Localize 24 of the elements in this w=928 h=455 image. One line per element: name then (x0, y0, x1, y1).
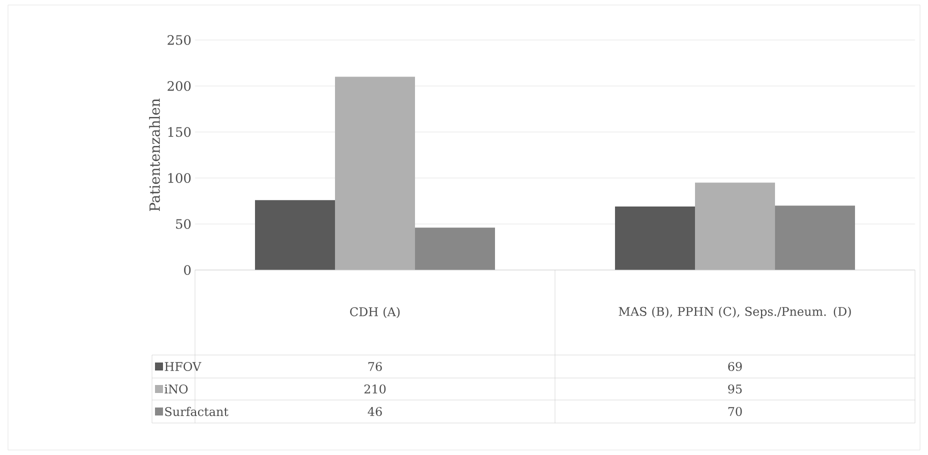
bar (415, 228, 496, 270)
y-tick-label: 200 (168, 81, 191, 91)
y-tick-label: 50 (176, 219, 191, 229)
data-label: 69 (728, 362, 742, 372)
bar (335, 76, 416, 270)
data-label: 210 (364, 384, 386, 394)
data-label: 76 (368, 362, 382, 372)
legend-label: Surfactant (165, 406, 228, 416)
y-tick-label: 150 (168, 127, 191, 137)
bar (775, 206, 856, 270)
legend-label: iNO (164, 384, 188, 394)
bar (255, 200, 336, 270)
legend-label: HFOV (164, 362, 202, 372)
x-tick-label: MAS (B), PPHN (C), Seps./Pneum. (D) (618, 306, 851, 318)
y-axis-title: Patientenzahlen (149, 98, 160, 212)
x-tick-label: CDH (A) (350, 307, 400, 318)
data-label: 95 (728, 384, 742, 394)
data-label: 46 (368, 406, 382, 416)
bar (615, 206, 696, 270)
y-tick-label: 250 (168, 35, 191, 45)
y-tick-label: 100 (168, 173, 191, 183)
y-tick-label: 0 (184, 265, 191, 275)
data-label: 70 (728, 406, 742, 416)
bar (695, 182, 776, 270)
